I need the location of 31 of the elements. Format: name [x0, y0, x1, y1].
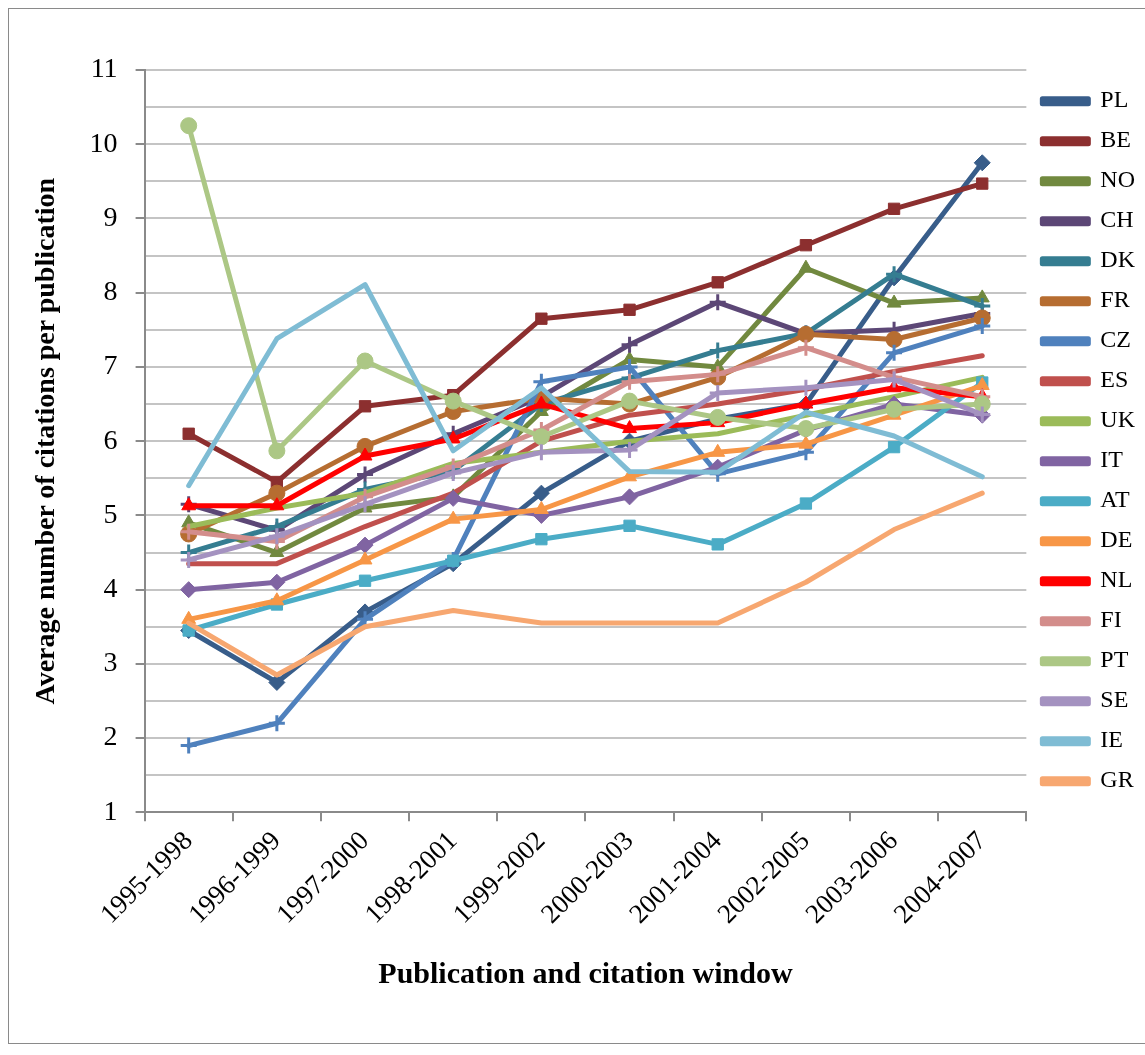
legend-label: NL	[1100, 566, 1133, 593]
y-tick-label: 8	[103, 275, 118, 307]
y-tick-label: 10	[89, 126, 118, 158]
legend-label: BE	[1100, 126, 1132, 153]
legend-label: DE	[1100, 526, 1133, 553]
y-tick-label: 9	[103, 200, 118, 232]
x-axis-title: Publication and citation window	[378, 955, 793, 989]
y-tick-label: 7	[103, 349, 118, 381]
legend-label: AT	[1100, 486, 1131, 513]
legend-label: PT	[1100, 646, 1129, 673]
legend-label: CZ	[1100, 326, 1132, 353]
y-tick-label: 1	[103, 794, 118, 826]
legend-label: IE	[1100, 726, 1123, 753]
legend-label: PL	[1100, 86, 1129, 113]
legend-label: UK	[1100, 406, 1136, 433]
legend-label: ES	[1100, 366, 1129, 393]
legend-label: GR	[1100, 766, 1134, 793]
legend-label: SE	[1100, 686, 1129, 713]
y-tick-label: 3	[103, 646, 118, 678]
legend-label: DK	[1100, 246, 1136, 273]
legend-label: IT	[1100, 446, 1124, 473]
y-axis-title: Average number of citations per publication	[29, 177, 61, 705]
legend-label: CH	[1100, 206, 1134, 233]
legend-label: FR	[1100, 286, 1130, 313]
y-tick-label: 4	[103, 572, 118, 604]
y-tick-label: 2	[103, 720, 118, 752]
legend-label: NO	[1100, 166, 1136, 193]
y-tick-label: 11	[90, 52, 118, 84]
legend-label: FI	[1100, 606, 1122, 633]
y-tick-label: 5	[103, 497, 118, 529]
y-tick-label: 6	[103, 423, 118, 455]
